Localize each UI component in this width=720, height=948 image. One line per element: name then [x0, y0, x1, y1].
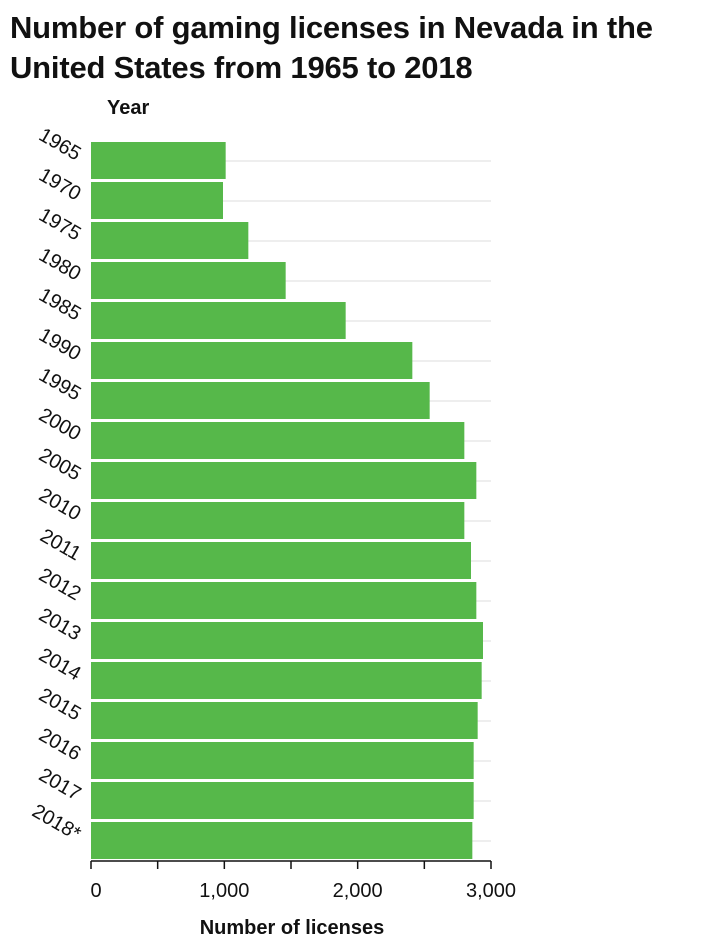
bar-2005 [91, 462, 477, 499]
y-tick-label: 2018* [28, 800, 84, 845]
bar-2010 [91, 502, 465, 539]
y-tick-label: 1965 [35, 124, 85, 165]
bars [91, 142, 483, 859]
x-tick-label: 3,000 [466, 880, 516, 902]
y-tick-labels: 1965197019751980198519901995200020052010… [28, 124, 84, 845]
y-tick-label: 1985 [35, 284, 85, 325]
y-tick-label: 2010 [35, 484, 85, 525]
y-tick-label: 1995 [35, 364, 85, 405]
x-tick-label: 0 [90, 880, 101, 902]
bar-1985 [91, 302, 346, 339]
y-tick-label: 1990 [35, 324, 85, 365]
y-tick-label: 2000 [35, 404, 85, 445]
bar-1970 [91, 182, 223, 219]
y-tick-label: 2005 [35, 444, 85, 485]
y-tick-label: 2014 [35, 644, 85, 685]
y-tick-label: 2013 [35, 604, 85, 645]
bar-2000 [91, 422, 465, 459]
y-tick-label: 1975 [35, 204, 85, 245]
bar-1965 [91, 142, 226, 179]
bar-1980 [91, 262, 286, 299]
y-tick-label: 2015 [35, 684, 85, 725]
y-axis-label: Year [107, 97, 149, 119]
bar-2013 [91, 622, 483, 659]
x-tick-label: 2,000 [333, 880, 383, 902]
y-tick-label: 2016 [35, 724, 85, 765]
x-tick-label: 1,000 [199, 880, 249, 902]
x-axis: 0 1,000 2,000 3,000 [90, 860, 516, 902]
bar-1990 [91, 342, 413, 379]
bar-2016 [91, 742, 474, 779]
bar-1975 [91, 222, 249, 259]
bar-2015 [91, 702, 478, 739]
bar-2014 [91, 662, 482, 699]
y-tick-label: 2017 [35, 764, 85, 805]
bar-1995 [91, 382, 430, 419]
y-tick-label: 2012 [35, 564, 85, 605]
y-tick-label: 2011 [36, 525, 84, 566]
bar-2018* [91, 822, 473, 859]
bar-2012 [91, 582, 477, 619]
y-tick-label: 1980 [35, 244, 85, 285]
bar-2011 [91, 542, 471, 579]
y-tick-label: 1970 [35, 164, 85, 205]
chart-title: Number of gaming licenses in Nevada in t… [10, 10, 653, 85]
x-axis-label: Number of licenses [200, 917, 385, 939]
bar-2017 [91, 782, 474, 819]
